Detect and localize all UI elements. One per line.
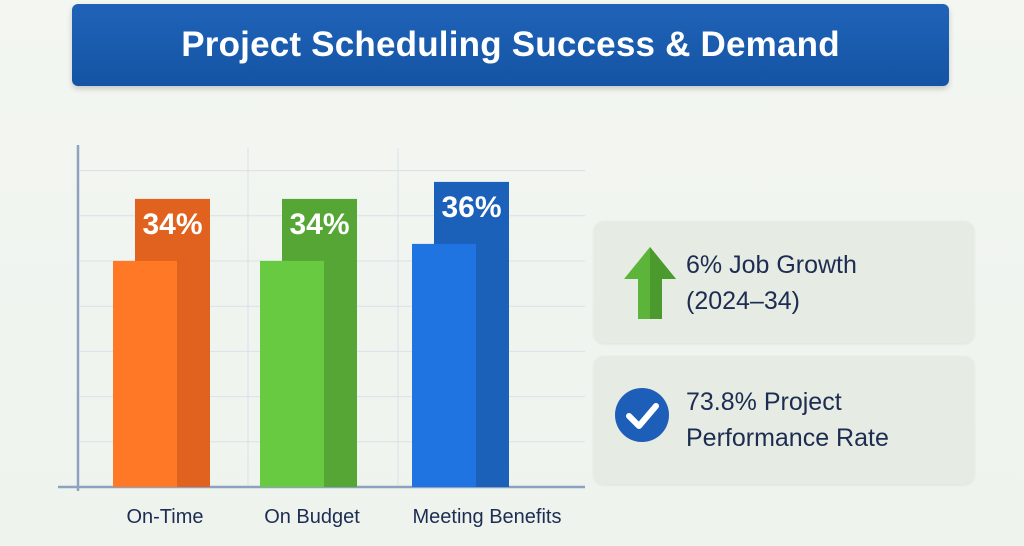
- job-growth-card: 6% Job Growth (2024–34): [594, 221, 974, 343]
- bar: [412, 243, 476, 487]
- bar-value-label: 34%: [142, 208, 202, 241]
- chart-title: Project Scheduling Success & Demand: [181, 25, 840, 64]
- check-circle-icon: [615, 388, 669, 442]
- performance-rate-line2: Performance Rate: [686, 424, 889, 452]
- bar: [260, 260, 324, 487]
- bar-value-label: 34%: [289, 208, 349, 241]
- bar-series: 34% 34% 36%: [113, 181, 509, 487]
- title-banner: Project Scheduling Success & Demand: [72, 4, 949, 86]
- bar: [113, 260, 177, 487]
- bar-chart: 34% 34% 36% On-Time On Budget Meeting Benefi…: [58, 145, 585, 528]
- performance-rate-text: 73.8% Project Performance Rate: [686, 384, 889, 456]
- job-growth-line2: (2024–34): [686, 287, 800, 315]
- x-tick-labels: On-Time On Budget Meeting Benefits: [126, 506, 561, 528]
- performance-rate-line1: 73.8% Project: [686, 388, 842, 416]
- bar-value-label: 36%: [441, 191, 501, 224]
- job-growth-text: 6% Job Growth (2024–34): [686, 247, 857, 319]
- x-tick-label: On Budget: [264, 506, 360, 528]
- x-tick-label: Meeting Benefits: [413, 506, 562, 528]
- job-growth-line1: 6% Job Growth: [686, 251, 857, 279]
- performance-rate-card: 73.8% Project Performance Rate: [594, 356, 974, 484]
- x-tick-label: On-Time: [126, 506, 203, 528]
- up-arrow-icon: [624, 247, 676, 319]
